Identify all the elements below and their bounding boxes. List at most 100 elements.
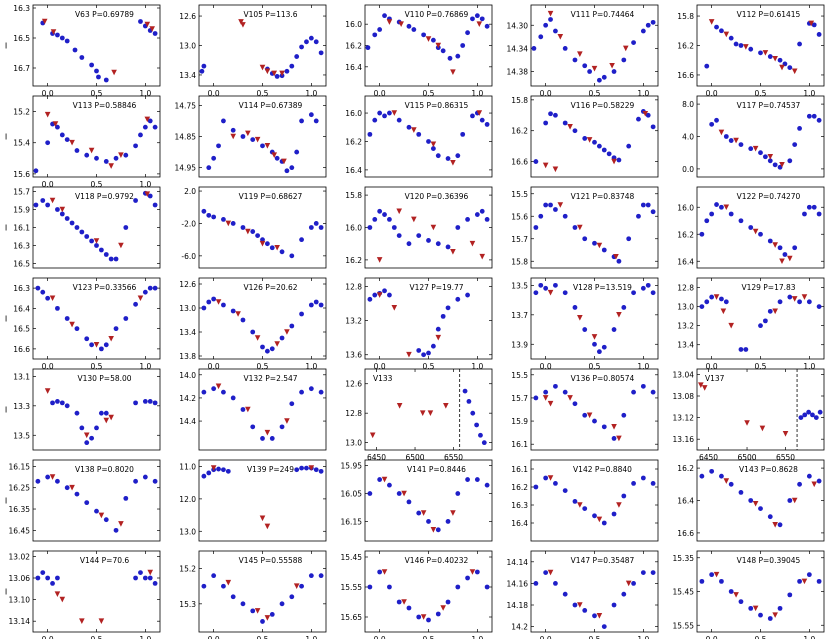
data-point-circle: [152, 478, 158, 484]
data-point-triangle: [59, 206, 66, 213]
light-curve-panel: 14.0 14.2 14.4 V132 P=2.547: [179, 368, 327, 451]
y-tick-label: 15.5: [511, 371, 528, 380]
data-point-circle: [762, 318, 768, 324]
data-point-circle: [645, 282, 651, 288]
y-axis-glyph: I: [5, 224, 7, 233]
data-point-triangle: [103, 417, 110, 424]
data-point-circle: [435, 326, 441, 332]
panel-label: V117 P=0.74537: [737, 101, 801, 110]
data-point-circle: [35, 575, 41, 581]
data-point-circle: [719, 473, 724, 479]
data-point-triangle: [801, 578, 808, 585]
data-point-circle: [816, 32, 822, 37]
x-tick-label: 1.0: [471, 635, 483, 639]
y-tick-label: 16.4: [677, 497, 694, 506]
y-tick-label: 15.6: [13, 170, 30, 179]
data-point-triangle: [611, 424, 617, 430]
light-curve-panel: 13.04 13.08 13.12 13.16 6450 6500 6550 V137: [673, 368, 825, 462]
y-tick-label: 13.10: [9, 596, 31, 605]
data-point-circle: [416, 233, 422, 239]
data-point-circle: [138, 19, 143, 24]
data-point-triangle: [577, 224, 583, 231]
data-point-triangle: [772, 522, 778, 528]
data-point-circle: [133, 301, 138, 307]
data-point-circle: [478, 432, 483, 438]
panel-frame: [530, 186, 659, 269]
data-point-circle: [640, 475, 646, 481]
x-tick-label: 1.0: [305, 635, 317, 639]
light-curve-panel: 15.45 15.55 15.65 0.0 0.5 1.0 V146 P=0.40232: [341, 550, 493, 639]
data-point-circle: [797, 41, 802, 47]
data-point-circle: [279, 424, 285, 430]
x-tick-label: 0.5: [589, 635, 601, 639]
panel-label: V127 P=19.77: [409, 283, 463, 292]
data-point-circle: [621, 493, 627, 499]
data-point-circle: [538, 282, 544, 288]
x-tick-label: 0.0: [42, 362, 54, 371]
y-tick-label: 14.4: [179, 417, 196, 426]
y-tick-label: 13.12: [673, 414, 695, 423]
light-curve-panel: 14.75 14.85 14.95 V114 P=0.67389: [175, 95, 327, 178]
data-point-circle: [728, 481, 734, 487]
data-point-circle: [548, 111, 553, 117]
data-point-circle: [221, 118, 226, 124]
data-point-circle: [582, 506, 588, 511]
data-point-circle: [55, 478, 60, 484]
y-axis-glyph: I: [5, 42, 7, 51]
light-curve-panel: 13.1 13.3 13.5 V130 P=58.00 I: [5, 368, 161, 451]
data-point-circle: [89, 238, 95, 244]
data-point-triangle: [577, 314, 583, 321]
data-point-circle: [240, 317, 246, 323]
x-tick-label: 6500: [737, 453, 756, 462]
data-point-triangle: [235, 311, 241, 317]
data-point-triangle: [808, 20, 815, 27]
data-point-circle: [758, 150, 763, 156]
data-point-circle: [94, 68, 99, 74]
panel-label: V139 P=249: [247, 465, 294, 474]
data-point-circle: [221, 302, 226, 308]
data-point-circle: [430, 343, 436, 349]
data-point-circle: [64, 403, 70, 409]
data-point-circle: [650, 481, 656, 486]
data-point-circle: [758, 50, 763, 56]
panel-label: V123 P=0.33566: [73, 283, 137, 292]
y-tick-label: 15.9: [511, 417, 528, 426]
x-tick-label: 0.5: [423, 635, 435, 639]
data-point-circle: [201, 63, 207, 69]
panel-label: V136 P=0.80574: [571, 374, 635, 383]
y-tick-label: 15.8: [511, 96, 528, 105]
data-point-circle: [543, 120, 549, 126]
data-point-circle: [372, 117, 378, 123]
data-point-circle: [308, 225, 314, 230]
data-point-circle: [94, 155, 99, 161]
y-tick-label: 13.8: [179, 352, 196, 361]
data-point-triangle: [811, 481, 818, 488]
x-tick-label: 6500: [405, 453, 424, 462]
data-point-triangle: [308, 465, 315, 471]
data-point-circle: [533, 581, 539, 586]
data-point-circle: [709, 572, 715, 578]
data-point-circle: [387, 217, 392, 222]
data-point-circle: [626, 236, 632, 242]
data-point-circle: [455, 225, 461, 230]
y-tick-label: 16.6: [511, 158, 528, 167]
data-point-circle: [260, 237, 265, 243]
data-point-circle: [533, 484, 539, 490]
data-point-triangle: [552, 166, 559, 173]
data-point-circle: [811, 204, 817, 210]
light-curve-panel: 12.8 13.2 13.6 0.0 0.5 1.0 V127 P=19.77: [345, 277, 493, 371]
y-tick-label: 12.6: [345, 380, 362, 389]
y-tick-label: 16.1: [511, 465, 528, 474]
data-point-circle: [416, 510, 422, 516]
panel-label: V145 P=0.55588: [239, 556, 303, 565]
data-point-circle: [787, 65, 793, 70]
data-point-circle: [55, 124, 60, 130]
data-point-circle: [387, 584, 392, 590]
y-tick-label: -6.0: [181, 252, 196, 261]
data-point-circle: [640, 28, 646, 34]
y-tick-label: 16.3: [13, 4, 30, 13]
data-point-circle: [748, 498, 754, 503]
data-point-circle: [416, 614, 422, 620]
y-tick-label: 12.8: [677, 284, 694, 293]
data-point-circle: [74, 410, 80, 416]
